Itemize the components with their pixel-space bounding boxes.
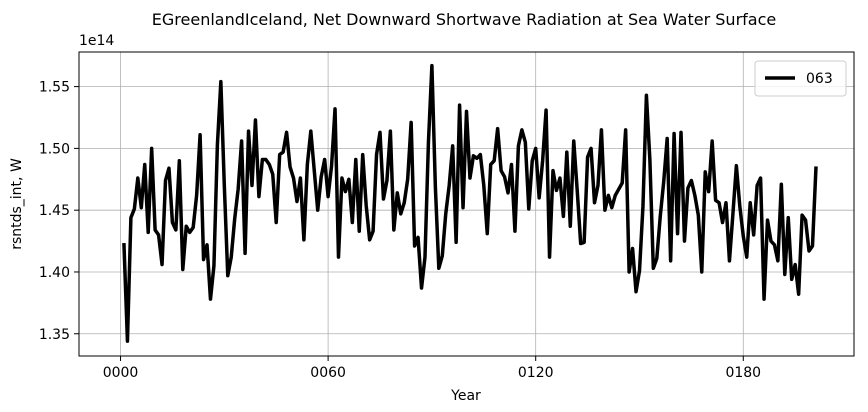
plot-frame bbox=[78, 51, 855, 357]
y-tick-label: 1.45 bbox=[39, 203, 70, 219]
y-tick-label: 1.40 bbox=[39, 265, 70, 281]
y-tick-label: 1.50 bbox=[39, 141, 70, 157]
x-axis: 0000 0060 0120 0180 bbox=[103, 356, 761, 381]
series-line-063 bbox=[122, 63, 818, 343]
y-axis-label: rsntds_int, W bbox=[9, 158, 25, 250]
series-layer bbox=[122, 63, 818, 343]
x-tick-label: 0000 bbox=[103, 365, 139, 381]
chart-title: EGreenlandIceland, Net Downward Shortwav… bbox=[152, 10, 776, 29]
y-tick-label: 1.35 bbox=[39, 327, 70, 343]
legend-box bbox=[754, 60, 847, 97]
y-tick-label: 1.55 bbox=[39, 80, 70, 96]
x-tick-label: 0180 bbox=[725, 365, 761, 381]
legend: 063 bbox=[754, 60, 847, 97]
y-offset-label: 1e14 bbox=[79, 33, 114, 49]
legend-label-063: 063 bbox=[806, 71, 833, 87]
x-tick-label: 0060 bbox=[310, 365, 346, 381]
x-tick-label: 0120 bbox=[518, 365, 554, 381]
y-axis: 1.35 1.40 1.45 1.50 1.55 bbox=[39, 80, 79, 343]
x-axis-label: Year bbox=[450, 388, 481, 404]
